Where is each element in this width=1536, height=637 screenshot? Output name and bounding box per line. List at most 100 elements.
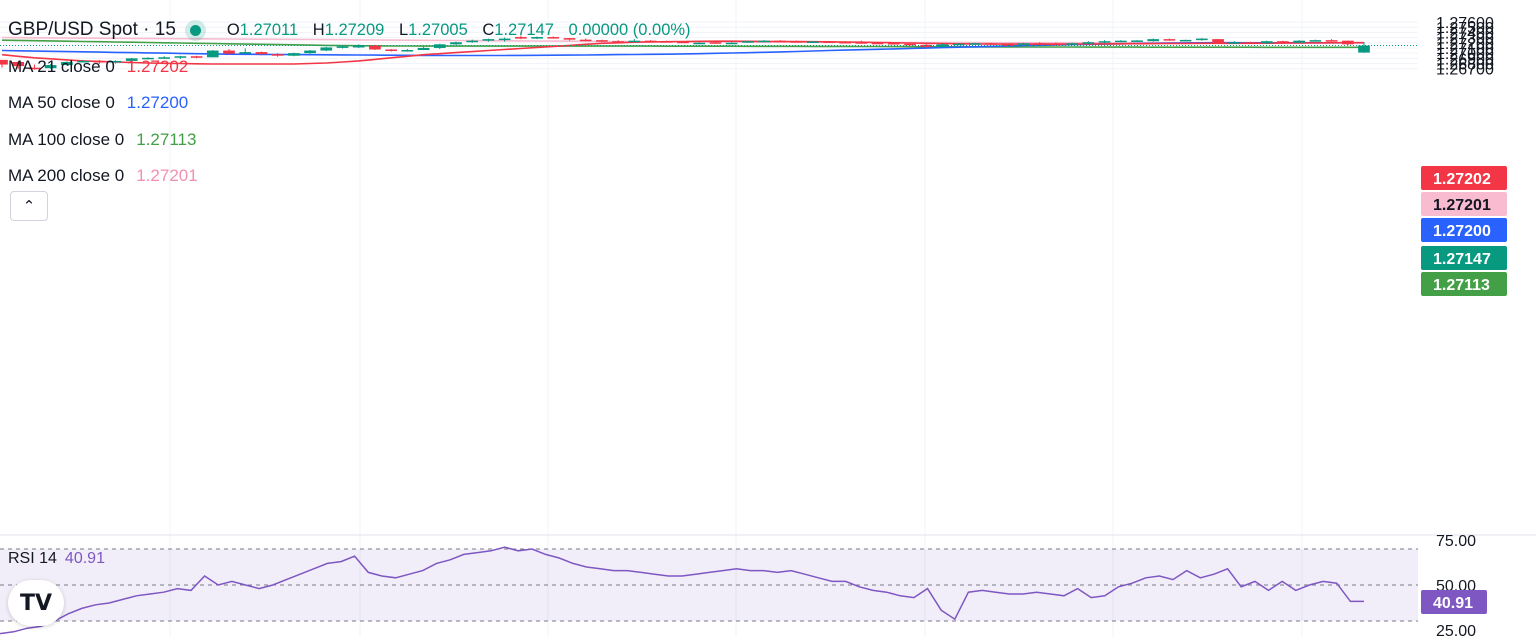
tradingview-logo[interactable]: TV [8, 580, 64, 626]
candle-body [1260, 41, 1273, 44]
candle [304, 50, 316, 54]
candle-body [1341, 40, 1354, 45]
candle [839, 41, 851, 44]
candle-body [401, 50, 414, 52]
candle-body [271, 54, 284, 56]
candle [1309, 39, 1322, 42]
candle [871, 42, 884, 45]
candle [61, 61, 73, 66]
candle [985, 42, 997, 45]
candle-body [547, 37, 560, 39]
collapse-legend-button[interactable]: ⌃ [10, 191, 48, 221]
candle-body [239, 52, 252, 54]
candle [515, 35, 527, 40]
candle [271, 53, 284, 57]
candle [904, 43, 916, 46]
price-tag-bg [1421, 166, 1507, 190]
indicator-value: 1.27200 [126, 93, 189, 113]
price-tag: 1.27200 [1421, 218, 1507, 242]
high-label: H [312, 20, 325, 39]
candle [774, 40, 787, 43]
candle [969, 42, 981, 45]
candle [288, 52, 300, 57]
candle [644, 40, 657, 43]
candle-body [1033, 43, 1046, 45]
candle [1212, 39, 1224, 44]
candle [158, 56, 170, 59]
candle-body [142, 57, 154, 60]
candle [823, 40, 835, 43]
candle-body [352, 45, 365, 48]
candle-body [417, 47, 430, 51]
candle [1260, 40, 1273, 44]
candle-body [1147, 39, 1160, 42]
close-value: 1.27147 [494, 20, 554, 39]
indicator-value: 1.27202 [126, 56, 189, 76]
candle [385, 48, 397, 52]
candle-body [93, 60, 106, 63]
candle-body [320, 47, 333, 51]
candle [887, 42, 900, 45]
indicator-ma200[interactable]: MA 200 close 0 1.27201 [8, 158, 701, 195]
candle [336, 45, 349, 49]
candle [174, 55, 187, 59]
rsi-label: RSI 14 [8, 550, 57, 567]
candle-body [887, 43, 900, 45]
candle-body [498, 38, 511, 41]
candle-body [255, 52, 268, 55]
candle [579, 38, 592, 42]
indicator-label: MA 21 close 0 [8, 56, 115, 76]
symbol-title[interactable]: GBP/USD Spot · 15 [8, 19, 176, 41]
candle-body [77, 60, 89, 63]
candle-body [12, 61, 25, 67]
candle-body [28, 67, 41, 70]
price-tick-label: 1.27500 [1436, 20, 1494, 37]
candle [1017, 42, 1030, 46]
high-value: 1.27209 [324, 20, 385, 39]
candle [1228, 41, 1241, 44]
candle-body [433, 44, 446, 48]
open-value: 1.27011 [239, 20, 299, 39]
candle-body [774, 40, 787, 43]
candle [1114, 40, 1127, 43]
candle-body [1309, 40, 1322, 42]
candle [1082, 41, 1095, 45]
price-tick-label: 1.27400 [1436, 25, 1494, 42]
candle [612, 40, 624, 43]
price-tag: 1.27147 [1421, 246, 1507, 270]
candle [628, 39, 641, 43]
rsi-legend[interactable]: RSI 14 40.91 [8, 550, 105, 568]
logo-text: TV [19, 590, 53, 616]
candle-body [628, 40, 641, 43]
candle [12, 61, 25, 70]
candle [239, 48, 252, 54]
rsi-tick-label: 25.00 [1436, 623, 1476, 637]
candle [1147, 38, 1160, 42]
rsi-tag-bg [1421, 590, 1487, 614]
candle [93, 59, 106, 65]
price-tick-label: 1.26900 [1436, 51, 1494, 68]
candle-body [1293, 40, 1305, 43]
indicator-value: 1.27201 [136, 166, 198, 186]
candle [531, 36, 543, 40]
candle-body [1244, 42, 1257, 44]
candle-body [742, 41, 754, 43]
candle [223, 48, 235, 55]
candle [1098, 40, 1111, 44]
indicator-ma50[interactable]: MA 50 close 0 1.27200 [8, 85, 701, 122]
price-tag: 1.27202 [1421, 166, 1507, 190]
candle [498, 37, 511, 42]
rsi-pane [0, 546, 1418, 635]
candle-body [855, 42, 868, 44]
candle-body [61, 61, 73, 66]
candle [547, 36, 560, 39]
candle-body [596, 40, 608, 42]
candle-body [1082, 42, 1095, 44]
chevron-up-icon: ⌃ [22, 198, 36, 215]
price-tick-label: 1.27600 [1436, 15, 1494, 32]
low-value: 1.27005 [408, 20, 468, 39]
indicator-ma21[interactable]: MA 21 close 0 1.27202 [8, 49, 701, 86]
candle [1196, 38, 1208, 41]
indicator-ma100[interactable]: MA 100 close 0 1.27113 [8, 122, 701, 159]
